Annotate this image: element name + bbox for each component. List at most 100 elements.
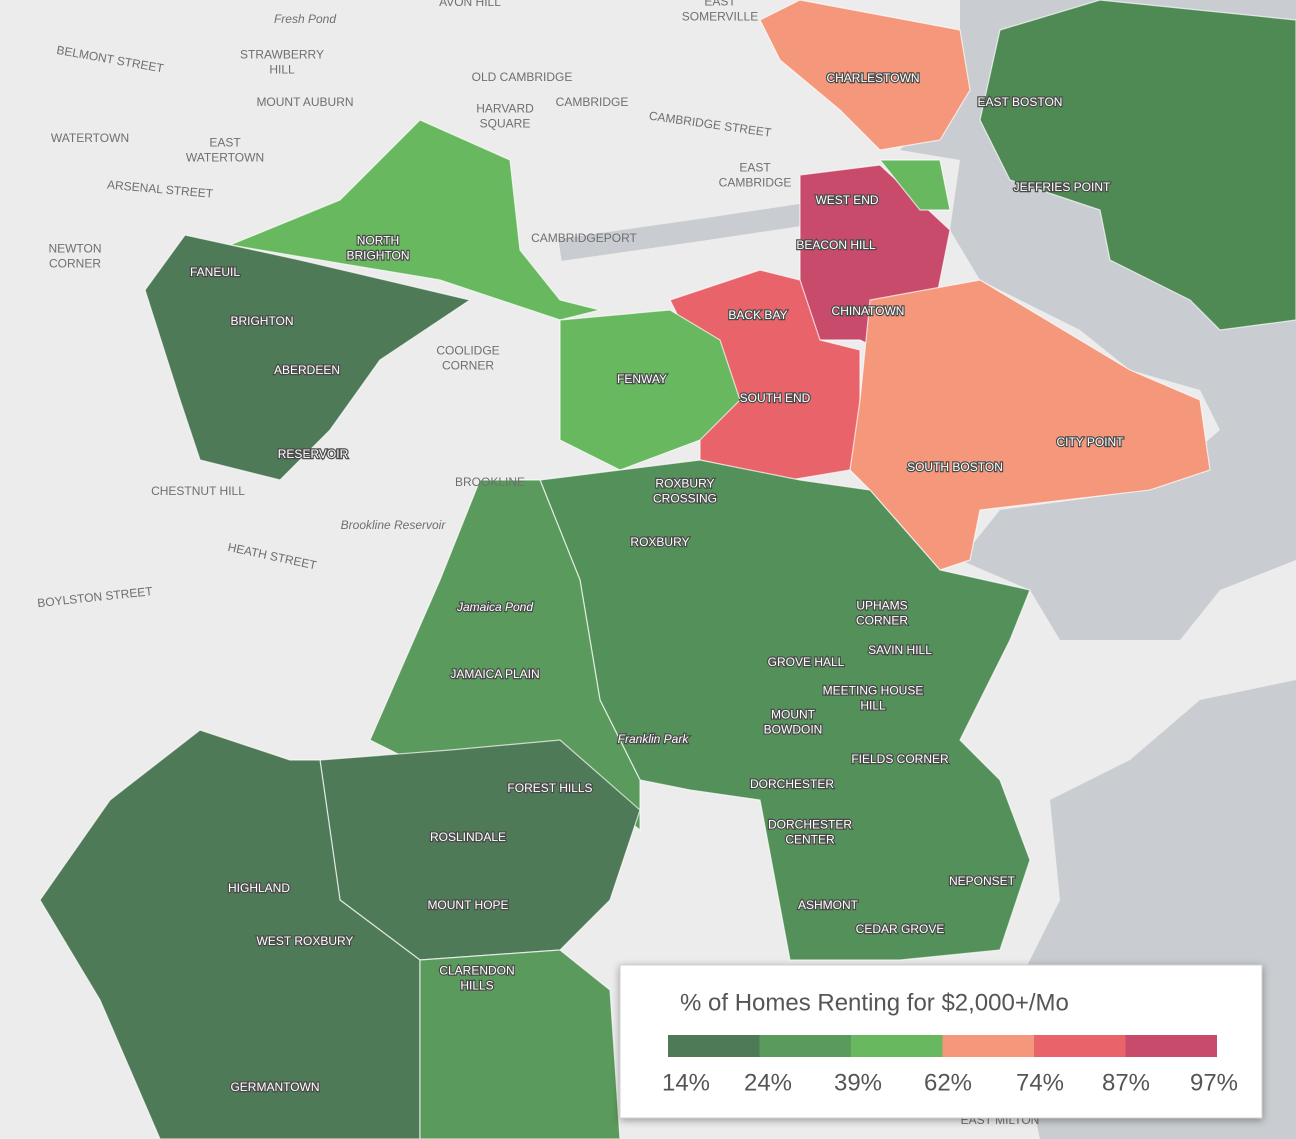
label-text: BROOKLINE (455, 475, 525, 489)
map-label: CHINATOWN (830, 303, 905, 319)
map-label: Jamaica Pond (455, 599, 535, 615)
label-text: FOREST HILLS (507, 781, 592, 795)
label-text: MEETING HOUSE (823, 684, 924, 698)
label-text: CHINATOWN (832, 304, 905, 318)
region (979, 0, 1296, 331)
map-label: HIGHLAND (227, 880, 292, 896)
label-text: SOUTH BOSTON (907, 460, 1003, 474)
map-label: BACK BAY (727, 307, 789, 323)
map-label: SOUTH END (738, 390, 811, 406)
map-label: CHARLESTOWN (825, 70, 921, 86)
label-text: WEST ROXBURY (257, 934, 354, 948)
map-label: CITY POINT (1055, 434, 1125, 450)
label-text: NEWTON (48, 242, 101, 256)
label-text: CAMBRIDGE (556, 95, 629, 109)
legend-break: 87% (1102, 1069, 1150, 1096)
legend-swatch (1125, 1035, 1217, 1057)
label-text: FIELDS CORNER (851, 752, 949, 766)
label-text: ABERDEEN (274, 363, 340, 377)
legend-break: 62% (924, 1069, 972, 1096)
map-label: ASHMONT (797, 897, 860, 913)
label-text: SQUARE (480, 117, 531, 131)
label-text: Fresh Pond (274, 12, 336, 26)
label-text: CAMBRIDGE (719, 176, 792, 190)
legend-break: 14% (662, 1069, 710, 1096)
label-text: CITY POINT (1056, 435, 1124, 449)
label-text: ROSLINDALE (430, 830, 506, 844)
label-text: UPHAMS (856, 599, 907, 613)
label-text: BOWDOIN (764, 723, 823, 737)
label-text: EAST (739, 161, 771, 175)
label-text: SOMERVILLE (682, 10, 758, 24)
region (849, 279, 1211, 571)
map-label: ABERDEEN (273, 362, 341, 378)
map-label: RESERVOIR (277, 446, 350, 462)
map-label: JAMAICA PLAIN (449, 666, 541, 682)
label-text: NEPONSET (949, 874, 1016, 888)
map-label: GROVE HALL (766, 654, 845, 670)
label-text: MOUNT HOPE (427, 898, 508, 912)
label-text: JEFFRIES POINT (1014, 180, 1111, 194)
label-text: BACK BAY (728, 308, 787, 322)
label-text: HILL (269, 63, 295, 77)
label-text: BRIGHTON (230, 314, 293, 328)
map-label: OLD CAMBRIDGE (472, 70, 573, 84)
label-text: ROXBURY (655, 477, 714, 491)
region (559, 309, 741, 471)
label-text: GROVE HALL (768, 655, 845, 669)
neighborhoods (39, 0, 1296, 1139)
label-text: CHESTNUT HILL (151, 484, 245, 498)
legend-swatch (1034, 1035, 1126, 1057)
map-label: SOUTH BOSTON (906, 459, 1004, 475)
map-label: MOUNT AUBURN (256, 95, 353, 109)
map-label: GERMANTOWN (229, 1079, 321, 1095)
label-text: HIGHLAND (228, 881, 290, 895)
map-label: ROSLINDALE (429, 829, 507, 845)
map-label: ROXBURY (629, 534, 691, 550)
map-label: CAMBRIDGEPORT (531, 231, 637, 245)
legend-swatch (668, 1035, 760, 1057)
region (144, 234, 472, 481)
map-label: CAMBRIDGE (556, 95, 629, 109)
label-text: MOUNT (771, 708, 816, 722)
label-text: ASHMONT (798, 898, 859, 912)
legend-break: 74% (1016, 1069, 1064, 1096)
region (759, 0, 971, 151)
legend-break: 39% (834, 1069, 882, 1096)
map-label: CEDAR GROVE (854, 921, 945, 937)
legend-swatch (759, 1035, 851, 1057)
map-label: DORCHESTER (749, 776, 836, 792)
label-text: HARVARD (476, 102, 534, 116)
label-text: Jamaica Pond (456, 600, 533, 614)
label-text: Franklin Park (618, 732, 690, 746)
label-text: DORCHESTER (768, 818, 852, 832)
map-label: WEST END (814, 192, 880, 208)
region (227, 119, 601, 321)
label-text: AVON HILL (439, 0, 501, 9)
label-text: WEST END (815, 193, 878, 207)
region (419, 949, 621, 1139)
label-text: CLARENDON (439, 964, 514, 978)
region (39, 729, 421, 1139)
label-text: FANEUIL (190, 265, 240, 279)
map-label: NEPONSET (948, 873, 1017, 889)
label-text: CAMBRIDGEPORT (531, 231, 637, 245)
label-text: COOLIDGE (436, 344, 499, 358)
map-label: BRIGHTON (229, 313, 295, 329)
legend: % of Homes Renting for $2,000+/Mo 14% 24%… (619, 964, 1263, 1119)
map-label: WEST ROXBURY (255, 933, 354, 949)
label-text: CEDAR GROVE (856, 922, 945, 936)
label-text: CORNER (442, 359, 494, 373)
map-label: MOUNT HOPE (426, 897, 510, 913)
legend-items: 14% 24% 39% 62% 74% 87% 97% (662, 1035, 1238, 1096)
legend-break: 24% (744, 1069, 792, 1096)
label-text: CROSSING (653, 492, 717, 506)
label-text: STRAWBERRY (240, 48, 324, 62)
